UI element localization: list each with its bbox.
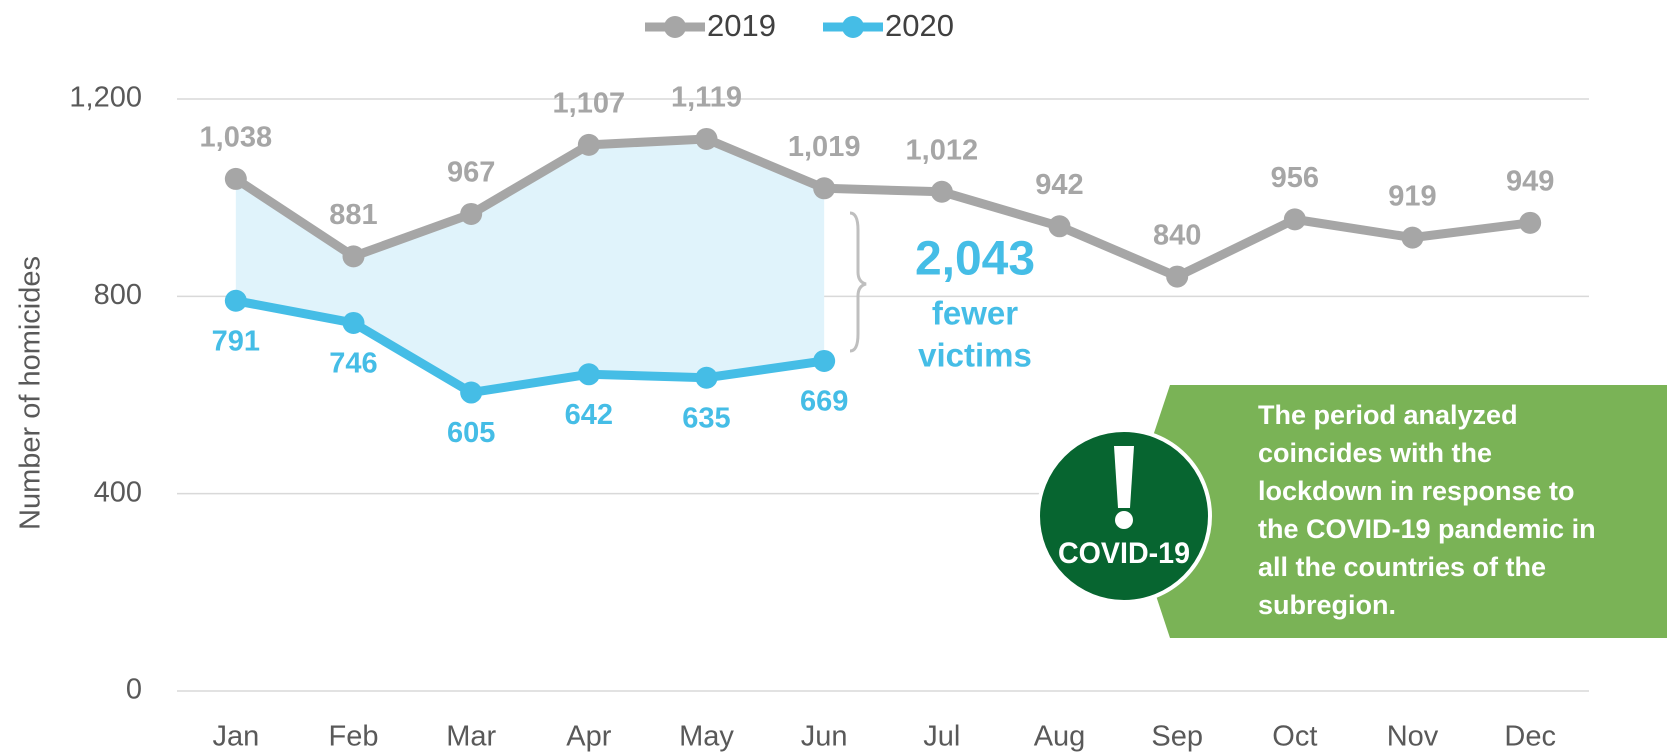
data-label: 1,012 xyxy=(906,134,979,166)
y-axis-label: Number of homicides xyxy=(15,256,47,530)
point xyxy=(1283,208,1306,231)
point xyxy=(342,245,365,268)
difference-text: fewer xyxy=(932,295,1018,332)
badge-exclamation xyxy=(1114,446,1134,508)
legend-label: 2019 xyxy=(707,8,776,43)
data-label: 1,019 xyxy=(788,131,861,163)
badge-dot xyxy=(1115,511,1133,529)
point xyxy=(342,311,365,334)
point xyxy=(813,177,836,200)
data-label: 919 xyxy=(1388,180,1436,212)
point xyxy=(1048,215,1071,238)
point xyxy=(460,381,483,404)
data-label: 605 xyxy=(447,417,495,449)
data-label: 1,119 xyxy=(671,82,742,114)
data-label: 746 xyxy=(329,348,377,380)
note-text: The period analyzed xyxy=(1258,400,1518,430)
series-line xyxy=(233,134,1531,282)
note-text: the COVID-19 pandemic in xyxy=(1258,514,1596,544)
x-tick-label: Jun xyxy=(801,721,848,753)
data-label: 840 xyxy=(1153,219,1201,251)
point xyxy=(577,363,600,386)
legend-label: 2020 xyxy=(885,8,954,43)
data-label: 942 xyxy=(1035,169,1083,201)
note-box xyxy=(1128,385,1667,638)
x-tick-label: Jul xyxy=(923,721,960,753)
x-tick-label: Feb xyxy=(329,721,379,753)
y-tick-label: 1,200 xyxy=(69,82,142,114)
y-tick-label: 400 xyxy=(94,476,142,508)
gap-area xyxy=(235,138,825,393)
point xyxy=(930,180,953,203)
series-line xyxy=(234,296,825,398)
data-label: 881 xyxy=(329,199,377,231)
data-label: 956 xyxy=(1271,162,1319,194)
legend-marker xyxy=(664,16,686,38)
point xyxy=(224,289,247,312)
data-label: 1,038 xyxy=(200,122,273,154)
point xyxy=(695,366,718,389)
note-text: subregion. xyxy=(1258,590,1396,620)
legend-marker xyxy=(842,16,864,38)
point xyxy=(460,202,483,225)
data-label: 642 xyxy=(565,399,613,431)
x-tick-label: Nov xyxy=(1387,721,1439,753)
x-tick-label: May xyxy=(679,721,734,753)
x-tick-label: Mar xyxy=(446,721,496,753)
point xyxy=(224,167,247,190)
data-label: 949 xyxy=(1506,165,1554,197)
point xyxy=(1519,211,1542,234)
note-text: lockdown in response to xyxy=(1258,476,1575,506)
data-label: 791 xyxy=(212,325,260,357)
x-tick-label: Aug xyxy=(1034,721,1086,753)
y-tick-label: 0 xyxy=(126,674,142,706)
point xyxy=(1166,265,1189,288)
badge-label: COVID-19 xyxy=(1058,537,1190,570)
data-label: 1,107 xyxy=(553,88,626,120)
brace xyxy=(849,211,867,353)
difference-value: 2,043 xyxy=(915,233,1035,286)
data-label: 967 xyxy=(447,157,495,189)
point xyxy=(695,127,718,150)
x-tick-label: Sep xyxy=(1151,721,1203,753)
point xyxy=(577,133,600,156)
data-label: 669 xyxy=(800,386,848,418)
x-tick-label: Jan xyxy=(212,721,259,753)
y-tick-label: 800 xyxy=(94,279,142,311)
note-text: all the countries of the xyxy=(1258,552,1546,582)
point xyxy=(813,349,836,372)
x-tick-label: Apr xyxy=(566,721,611,753)
point xyxy=(1401,226,1424,249)
difference-text: victims xyxy=(918,337,1032,374)
data-label: 635 xyxy=(682,402,730,434)
note-text: coincides with the xyxy=(1258,438,1492,468)
x-tick-label: Oct xyxy=(1272,721,1317,753)
x-tick-label: Dec xyxy=(1504,721,1556,753)
